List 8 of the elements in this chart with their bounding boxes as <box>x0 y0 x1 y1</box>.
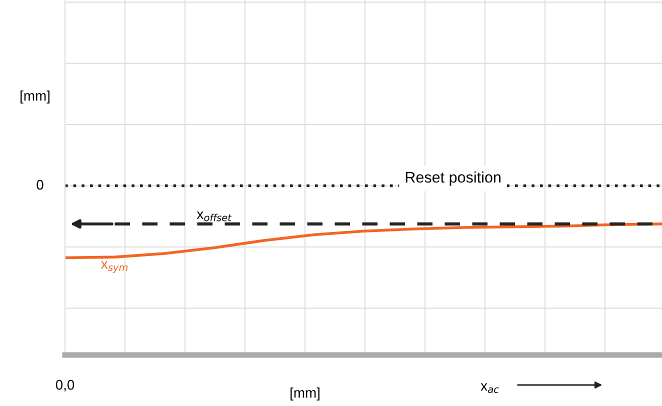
text: x$_{ac}$ <box>480 383 499 393</box>
text: [mm] <box>20 90 50 104</box>
text: 0 <box>36 180 44 190</box>
series-label: x$_{sym}$ <box>101 261 128 273</box>
text: [mm] <box>290 388 320 400</box>
ref-line-label: Reset position <box>406 171 500 186</box>
text: 0,0 <box>56 380 74 392</box>
ref-line-label: x$_{offset}$ <box>196 212 232 222</box>
